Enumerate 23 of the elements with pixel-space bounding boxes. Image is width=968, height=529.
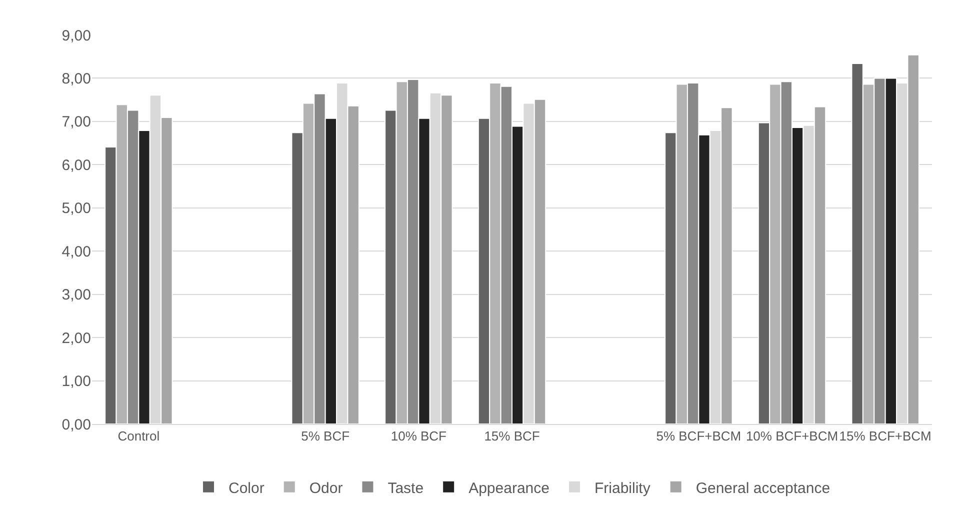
- x-tick-label: 15% BCF: [484, 428, 540, 444]
- legend-label: General acceptance: [696, 480, 830, 497]
- legend-label: Friability: [594, 480, 651, 497]
- y-tick-label: 4,00: [62, 243, 91, 260]
- y-tick-label: 3,00: [62, 286, 91, 304]
- x-tick-label: 5% BCF: [301, 428, 350, 444]
- y-tick-label: 9,00: [62, 27, 91, 44]
- y-tick-label: 0,00: [62, 416, 91, 434]
- x-tick-label: 10% BCF: [390, 428, 447, 444]
- x-tick-label: 5% BCF+BCM: [656, 428, 742, 444]
- y-tick-label: 7,00: [62, 114, 91, 131]
- y-tick-label: 8,00: [62, 70, 91, 88]
- y-tick-label: 1,00: [62, 373, 91, 390]
- x-tick-label: Control: [118, 428, 160, 444]
- legend-label: Odor: [309, 480, 343, 497]
- y-tick-label: 6,00: [62, 156, 91, 174]
- x-tick-label: 10% BCF+BCM: [746, 428, 838, 444]
- legend-label: Color: [228, 480, 264, 497]
- y-tick-label: 5,00: [62, 200, 91, 218]
- y-tick-label: 2,00: [62, 330, 91, 347]
- legend-label: Appearance: [468, 480, 550, 497]
- x-tick-label: 15% BCF+BCM: [839, 428, 932, 444]
- legend-label: Taste: [388, 480, 424, 497]
